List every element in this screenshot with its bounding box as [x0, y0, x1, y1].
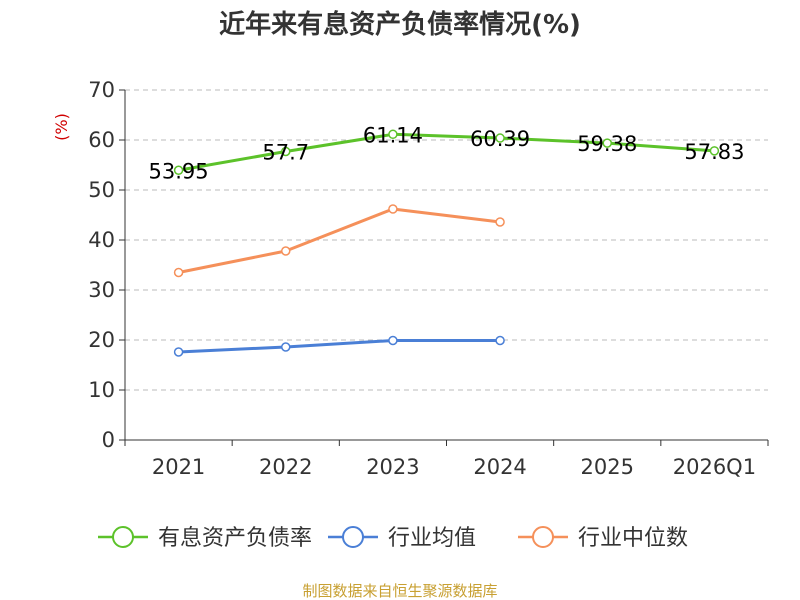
data-label: 61.14: [363, 123, 423, 147]
x-tick-label: 2025: [581, 455, 634, 479]
legend-item: 行业均值: [328, 526, 476, 551]
legend-marker: [112, 526, 134, 548]
series-1-line: [178, 132, 715, 172]
source-note: 制图数据来自恒生聚源数据库: [302, 582, 497, 600]
data-label: 60.39: [470, 127, 530, 151]
y-tick-label: 60: [88, 128, 115, 152]
y-axis-unit: (%): [52, 113, 71, 141]
legend-label: 行业中位数: [578, 526, 688, 551]
series-1-point: [495, 133, 505, 143]
x-tick-label: 2026Q1: [673, 455, 756, 479]
series-3-point: [281, 246, 291, 256]
legend-marker: [342, 526, 364, 548]
series-1-point: [173, 165, 184, 175]
legend-label: 行业均值: [388, 526, 476, 551]
series-3-line: [178, 207, 501, 274]
data-label: 57.7: [262, 141, 309, 165]
data-label: 59.38: [577, 132, 637, 156]
legend-marker: [532, 526, 554, 548]
series-1-point: [602, 138, 612, 148]
y-tick-label: 20: [88, 328, 115, 352]
y-tick-label: 10: [88, 378, 115, 402]
series-1-point: [709, 146, 720, 156]
y-tick-label: 0: [102, 428, 115, 452]
axes: 0 10 20 30 40 50 60 70 2021 2022 2023 2024 2025 2026Q…: [88, 78, 769, 479]
series-1-point: [388, 129, 398, 140]
data-labels: 53.95 57.7 61.14 60.39 59.38 57.83: [149, 123, 745, 183]
chart-title: 近年来有息资产负债率情况(%): [219, 9, 581, 40]
legend-item: 行业中位数: [518, 526, 688, 551]
legend-label: 有息资产负债率: [158, 526, 312, 551]
x-tick-label: 2023: [366, 455, 419, 479]
x-tick-label: 2022: [259, 455, 312, 479]
y-tick-label: 30: [88, 278, 115, 302]
series-2-point: [388, 335, 398, 346]
x-tick-label: 2021: [152, 455, 205, 479]
series-2-line: [178, 339, 501, 354]
legend: 有息资产负债率 行业均值 行业中位数: [98, 526, 688, 551]
series-2-point: [173, 347, 184, 357]
data-label: 53.95: [149, 159, 209, 183]
series-3-point: [495, 217, 505, 227]
y-tick-label: 40: [88, 228, 115, 252]
y-tick-label: 70: [88, 78, 115, 102]
series-3-point: [173, 267, 184, 278]
series-2-point: [495, 335, 505, 346]
series-1-point: [281, 146, 291, 157]
legend-item: 有息资产负债率: [98, 526, 312, 551]
series-2-point: [281, 342, 291, 352]
data-label: 57.83: [684, 140, 744, 164]
grid: [125, 89, 768, 391]
y-tick-label: 50: [88, 178, 115, 202]
x-tick-label: 2024: [473, 455, 526, 479]
series-3-point: [388, 204, 398, 214]
series: [173, 129, 720, 357]
